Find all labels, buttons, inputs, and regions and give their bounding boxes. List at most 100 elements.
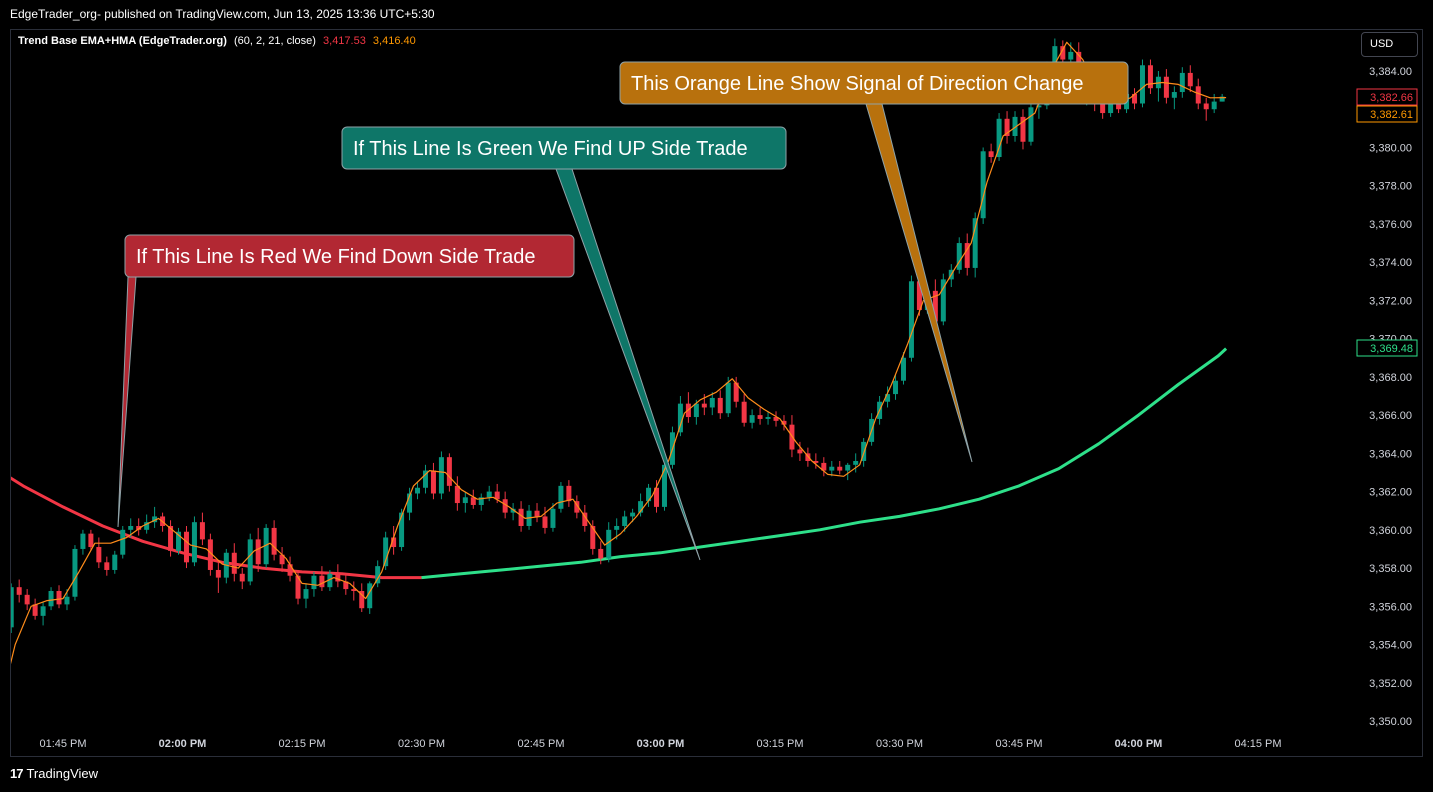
candle-body [550,508,556,528]
candle [654,480,660,513]
price-label: 3,369.48 [1356,339,1418,357]
candle-body [1171,92,1177,98]
candle [646,483,652,507]
candle [837,461,843,475]
indicator-name: Trend Base EMA+HMA (EdgeTrader.org) [18,35,227,47]
candle-body [773,417,779,421]
candle [988,143,994,163]
candle-body [781,420,787,425]
candle [1203,97,1209,121]
candle-body [112,554,118,570]
candle [996,113,1002,161]
candle [191,516,197,567]
candle [1004,111,1010,144]
candle-body [199,522,205,540]
candle-body [88,533,94,548]
candle-body [239,573,245,582]
footer-branding[interactable]: 17 TradingView [10,764,98,784]
candle [534,503,540,523]
candle [542,506,548,534]
candle-body [287,564,293,576]
candle-body [932,290,938,322]
candle-body [359,591,365,609]
candle [1132,88,1138,110]
candle-body [797,449,803,454]
candle [677,396,683,437]
candle [152,506,158,528]
y-tick-label: 3,380.00 [1369,142,1412,154]
candle-body [646,487,652,502]
candle [199,512,205,546]
candle-body [972,218,978,268]
candle-body [1052,46,1058,68]
candle-body [279,554,285,565]
candle-body [231,552,237,574]
candle [1147,59,1153,94]
candle [120,526,126,559]
candle [80,529,86,555]
candle-body [1012,116,1018,136]
candle-body [247,539,253,582]
candle [940,273,946,326]
y-tick-label: 3,378.00 [1369,181,1412,193]
candle [741,394,747,427]
candle [96,537,102,569]
candle-body [1163,76,1169,98]
candle [215,560,221,593]
candle-body [741,401,747,423]
candle [1155,71,1161,102]
y-tick-label: 3,350.00 [1369,716,1412,728]
candle-body [813,461,819,463]
candle [279,547,285,572]
candle [24,589,30,611]
price-label: 3,382.61 [1356,105,1418,123]
candle [725,376,731,418]
candle [964,233,970,276]
candle-body [152,516,158,523]
price-label-box [1356,339,1418,357]
candle [287,556,293,582]
candle-body [908,281,914,358]
candle [845,462,851,481]
candle-body [183,531,189,563]
candle [622,510,628,532]
candle [797,441,803,461]
candle [638,493,644,517]
candle-body [1100,103,1106,114]
candle-body [176,531,182,551]
candle [88,529,94,551]
candle-body [725,382,731,414]
candle-body [494,491,500,500]
candle-body [1,627,6,656]
x-tick-label: 02:00 PM [159,738,207,750]
candle [239,568,245,590]
candle [582,504,588,532]
candle-body [582,512,588,526]
candle [343,573,349,595]
candle-body [900,357,906,381]
y-tick-label: 3,352.00 [1369,678,1412,690]
candle [813,453,819,469]
indicator-legend[interactable]: Trend Base EMA+HMA (EdgeTrader.org) (60,… [18,35,416,47]
candle-body [478,497,484,505]
candle-body [717,397,723,414]
currency-button[interactable]: USD [1361,32,1418,57]
candle [247,533,253,586]
candle [1012,111,1018,142]
candle-body [1108,97,1114,114]
candle-body [1211,101,1217,110]
candle-body [72,548,78,597]
candle-body [391,537,397,548]
candle-body [415,487,421,494]
candle-body [48,591,54,607]
candle-body [837,466,843,471]
candle-body [438,457,444,494]
candle-body [399,512,405,548]
candle [454,476,460,511]
y-tick-label: 3,374.00 [1369,257,1412,269]
x-tick-label: 03:30 PM [876,738,923,750]
candle-body [1028,107,1034,142]
candle-body [343,581,349,590]
y-tick-label: 3,384.00 [1369,66,1412,78]
